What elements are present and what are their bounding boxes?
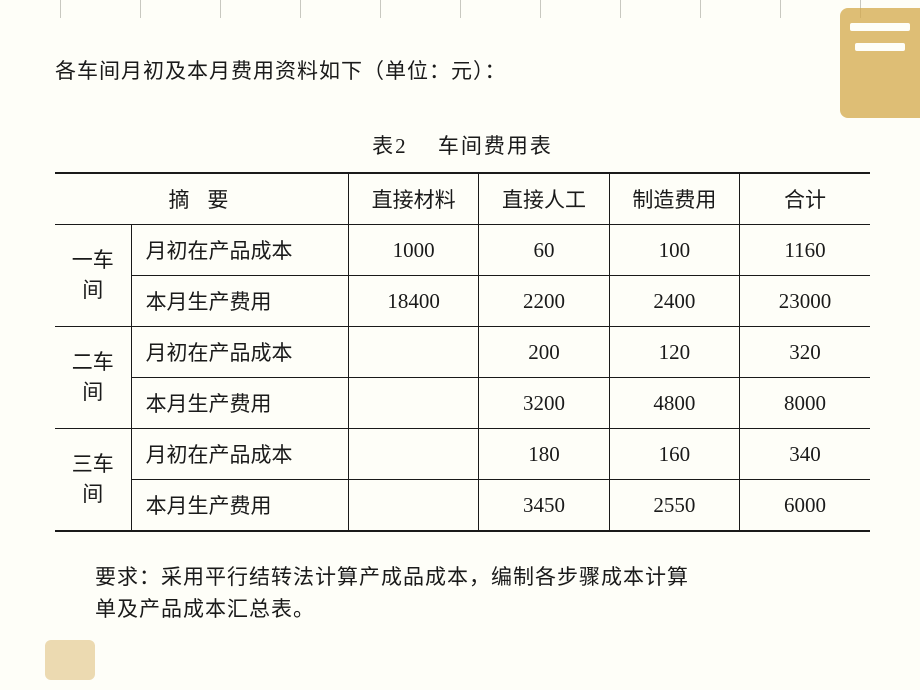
cell-total: 8000	[740, 378, 870, 429]
cell-labor: 180	[479, 429, 609, 480]
table-row: 一车间 月初在产品成本 1000 60 100 1160	[55, 225, 870, 276]
cell-labor: 3450	[479, 480, 609, 532]
cell-desc: 月初在产品成本	[131, 327, 348, 378]
cell-material	[348, 378, 478, 429]
table-row: 三车间 月初在产品成本 180 160 340	[55, 429, 870, 480]
cell-material	[348, 480, 478, 532]
cell-material	[348, 429, 478, 480]
table-row: 本月生产费用 3200 4800 8000	[55, 378, 870, 429]
cell-total: 320	[740, 327, 870, 378]
cell-desc: 月初在产品成本	[131, 225, 348, 276]
cell-overhead: 160	[609, 429, 739, 480]
cell-overhead: 2400	[609, 276, 739, 327]
document-content: 各车间月初及本月费用资料如下（单位：元）： 表2 车间费用表 摘要 直接材料 直…	[0, 0, 920, 645]
col-summary: 摘要	[55, 173, 348, 225]
requirement-text: 要求：采用平行结转法计算产成品成本，编制各步骤成本计算 单及产品成本汇总表。	[95, 562, 810, 625]
col-labor: 直接人工	[479, 173, 609, 225]
header-row: 摘要 直接材料 直接人工 制造费用 合计	[55, 173, 870, 225]
cell-overhead: 4800	[609, 378, 739, 429]
cell-labor: 2200	[479, 276, 609, 327]
cell-total: 23000	[740, 276, 870, 327]
col-total: 合计	[740, 173, 870, 225]
group-label: 一车间	[55, 225, 131, 327]
group-label: 三车间	[55, 429, 131, 532]
group-label: 二车间	[55, 327, 131, 429]
cell-overhead: 120	[609, 327, 739, 378]
cell-labor: 200	[479, 327, 609, 378]
table-row: 本月生产费用 18400 2200 2400 23000	[55, 276, 870, 327]
cell-total: 6000	[740, 480, 870, 532]
col-overhead: 制造费用	[609, 173, 739, 225]
table-row: 本月生产费用 3450 2550 6000	[55, 480, 870, 532]
intro-text: 各车间月初及本月费用资料如下（单位：元）：	[55, 55, 870, 85]
cell-desc: 月初在产品成本	[131, 429, 348, 480]
watermark-bottom-left	[45, 640, 95, 680]
cell-desc: 本月生产费用	[131, 276, 348, 327]
cell-material: 18400	[348, 276, 478, 327]
table-caption: 表2 车间费用表	[55, 130, 870, 160]
cost-table: 摘要 直接材料 直接人工 制造费用 合计 一车间 月初在产品成本 1000 60…	[55, 172, 870, 532]
req-line2: 单及产品成本汇总表。	[95, 597, 315, 621]
cell-material: 1000	[348, 225, 478, 276]
cell-total: 1160	[740, 225, 870, 276]
table-row: 二车间 月初在产品成本 200 120 320	[55, 327, 870, 378]
cell-labor: 3200	[479, 378, 609, 429]
cell-desc: 本月生产费用	[131, 378, 348, 429]
req-line1: 要求：采用平行结转法计算产成品成本，编制各步骤成本计算	[95, 565, 689, 589]
cell-overhead: 100	[609, 225, 739, 276]
cell-desc: 本月生产费用	[131, 480, 348, 532]
cell-total: 340	[740, 429, 870, 480]
cell-labor: 60	[479, 225, 609, 276]
cell-material	[348, 327, 478, 378]
cell-overhead: 2550	[609, 480, 739, 532]
col-material: 直接材料	[348, 173, 478, 225]
